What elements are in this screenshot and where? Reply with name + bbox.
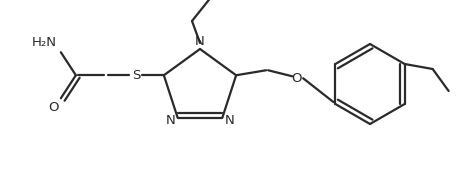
Text: S: S	[131, 69, 140, 82]
Text: O: O	[291, 72, 301, 85]
Text: N: N	[166, 114, 175, 127]
Text: O: O	[49, 101, 59, 114]
Text: N: N	[195, 35, 205, 47]
Text: N: N	[224, 114, 234, 127]
Text: H₂N: H₂N	[31, 36, 56, 49]
